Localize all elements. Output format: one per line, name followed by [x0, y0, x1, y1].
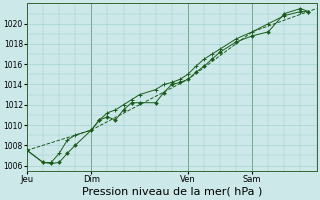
X-axis label: Pression niveau de la mer( hPa ): Pression niveau de la mer( hPa ) [82, 187, 262, 197]
